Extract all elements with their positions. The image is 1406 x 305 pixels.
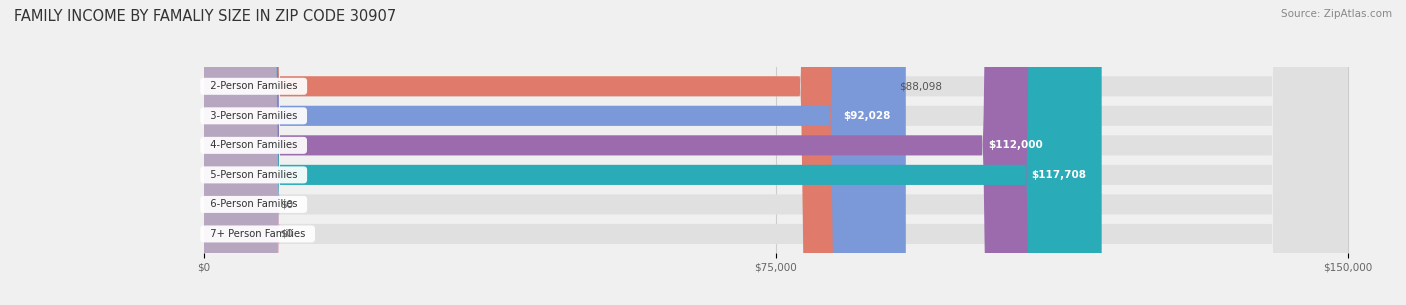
Text: 4-Person Families: 4-Person Families	[204, 140, 304, 150]
FancyBboxPatch shape	[204, 0, 876, 305]
Text: $112,000: $112,000	[988, 140, 1043, 150]
FancyBboxPatch shape	[204, 0, 1059, 305]
FancyBboxPatch shape	[181, 0, 280, 305]
Text: 3-Person Families: 3-Person Families	[204, 111, 304, 121]
FancyBboxPatch shape	[204, 0, 1348, 305]
FancyBboxPatch shape	[204, 0, 1348, 305]
FancyBboxPatch shape	[204, 0, 1348, 305]
Text: 7+ Person Families: 7+ Person Families	[204, 229, 312, 239]
FancyBboxPatch shape	[204, 0, 1348, 305]
FancyBboxPatch shape	[204, 0, 905, 305]
Text: $0: $0	[280, 199, 294, 210]
Text: $0: $0	[280, 229, 294, 239]
Text: 5-Person Families: 5-Person Families	[204, 170, 304, 180]
Text: $88,098: $88,098	[898, 81, 942, 91]
Text: 2-Person Families: 2-Person Families	[204, 81, 304, 91]
Text: Source: ZipAtlas.com: Source: ZipAtlas.com	[1281, 9, 1392, 19]
FancyBboxPatch shape	[204, 0, 1102, 305]
Text: FAMILY INCOME BY FAMALIY SIZE IN ZIP CODE 30907: FAMILY INCOME BY FAMALIY SIZE IN ZIP COD…	[14, 9, 396, 24]
FancyBboxPatch shape	[204, 0, 1348, 305]
Text: $117,708: $117,708	[1032, 170, 1087, 180]
FancyBboxPatch shape	[204, 0, 1348, 305]
Text: $92,028: $92,028	[844, 111, 890, 121]
FancyBboxPatch shape	[181, 0, 280, 305]
Text: 6-Person Families: 6-Person Families	[204, 199, 304, 210]
